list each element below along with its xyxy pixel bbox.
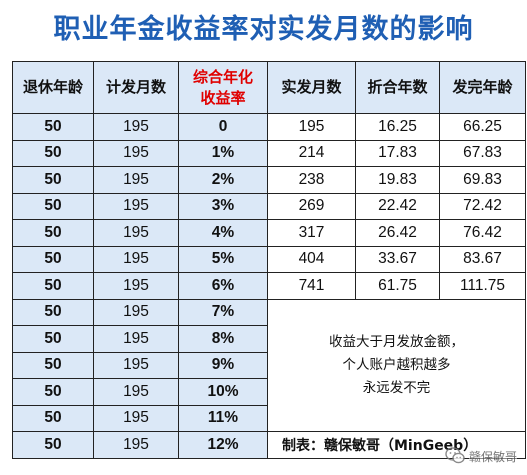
table-row: 50 195 4% 317 26.42 76.42 — [12, 219, 526, 247]
cell-actual-months: 269 — [267, 192, 356, 220]
table-row: 50 195 9% — [12, 351, 526, 379]
cell-retire-age: 50 — [12, 166, 94, 194]
cell-years: 16.25 — [355, 113, 440, 141]
cell-end-age: 83.67 — [439, 245, 526, 273]
table-row: 50 195 3% 269 22.42 72.42 — [12, 192, 526, 220]
cell-annual-return: 8% — [178, 325, 268, 353]
cell-retire-age: 50 — [12, 245, 94, 273]
table-row: 50 195 8% — [12, 325, 526, 353]
cell-pay-months: 195 — [93, 166, 179, 194]
cell-pay-months: 195 — [93, 245, 179, 273]
cell-end-age: 111.75 — [439, 272, 526, 300]
credit-cell: 制表：赣保敏哥（MinGeeb） — [267, 431, 526, 459]
cell-annual-return: 11% — [178, 404, 268, 432]
table-row: 50 195 10% — [12, 378, 526, 406]
cell-annual-return: 9% — [178, 351, 268, 379]
cell-actual-months: 404 — [267, 245, 356, 273]
table-row: 50 195 12% 制表：赣保敏哥（MinGeeb） — [12, 431, 526, 459]
cell-actual-months: 317 — [267, 219, 356, 247]
header-row: 退休年龄 计发月数 综合年化 收益率 实发月数 折合年数 发完年龄 — [12, 61, 526, 114]
cell-pay-months: 195 — [93, 378, 179, 406]
header-annual-return-line1: 综合年化 — [192, 67, 253, 86]
cell-annual-return: 5% — [178, 245, 268, 273]
cell-retire-age: 50 — [12, 272, 94, 300]
cell-pay-months: 195 — [93, 272, 179, 300]
cell-pay-months: 195 — [93, 431, 179, 459]
note-line-2: 个人账户越积越多 — [342, 356, 451, 373]
cell-end-age: 66.25 — [439, 113, 526, 141]
table-row: 50 195 6% 741 61.75 111.75 — [12, 272, 526, 300]
cell-pay-months: 195 — [93, 351, 179, 379]
cell-annual-return: 4% — [178, 219, 268, 247]
cell-pay-months: 195 — [93, 139, 179, 167]
header-years: 折合年数 — [355, 61, 440, 114]
cell-retire-age: 50 — [12, 139, 94, 167]
cell-retire-age: 50 — [12, 192, 94, 220]
cell-annual-return: 2% — [178, 166, 268, 194]
cell-retire-age: 50 — [12, 325, 94, 353]
cell-pay-months: 195 — [93, 113, 179, 141]
cell-annual-return: 0 — [178, 113, 268, 141]
cell-end-age: 69.83 — [439, 166, 526, 194]
cell-retire-age: 50 — [12, 298, 94, 326]
cell-pay-months: 195 — [93, 404, 179, 432]
table-row: 50 195 2% 238 19.83 69.83 — [12, 166, 526, 194]
cell-years: 22.42 — [355, 192, 440, 220]
table-body: 50 195 0 195 16.25 66.25 50 195 1% 214 17.83 67.83 5… — [12, 113, 526, 459]
cell-years: 33.67 — [355, 245, 440, 273]
cell-pay-months: 195 — [93, 192, 179, 220]
cell-years: 61.75 — [355, 272, 440, 300]
header-pay-months: 计发月数 — [93, 61, 179, 114]
cell-end-age: 76.42 — [439, 219, 526, 247]
cell-retire-age: 50 — [12, 351, 94, 379]
cell-end-age: 67.83 — [439, 139, 526, 167]
watermark: 赣保敏哥 — [445, 445, 517, 467]
cell-years: 26.42 — [355, 219, 440, 247]
cell-pay-months: 195 — [93, 219, 179, 247]
header-annual-return: 综合年化 收益率 — [178, 61, 268, 114]
cell-retire-age: 50 — [12, 113, 94, 141]
wechat-icon — [445, 447, 465, 464]
table-row: 50 195 7% 收益大于月发放金额， 个人账户越积越多 永远发不完 — [12, 298, 526, 432]
cell-years: 17.83 — [355, 139, 440, 167]
cell-pay-months: 195 — [93, 298, 179, 326]
table-row: 50 195 1% 214 17.83 67.83 — [12, 139, 526, 167]
cell-end-age: 72.42 — [439, 192, 526, 220]
cell-retire-age: 50 — [12, 378, 94, 406]
header-retire-age: 退休年龄 — [12, 61, 94, 114]
cell-annual-return: 12% — [178, 431, 268, 459]
cell-annual-return: 1% — [178, 139, 268, 167]
cell-actual-months: 741 — [267, 272, 356, 300]
cell-pay-months: 195 — [93, 325, 179, 353]
note-line-1: 收益大于月发放金额， — [329, 333, 464, 350]
cell-annual-return: 3% — [178, 192, 268, 220]
table-row: 50 195 11% — [12, 404, 526, 432]
cell-annual-return: 6% — [178, 272, 268, 300]
cell-actual-months: 214 — [267, 139, 356, 167]
cell-actual-months: 195 — [267, 113, 356, 141]
table-row: 50 195 0 195 16.25 66.25 — [12, 113, 526, 141]
cell-retire-age: 50 — [12, 431, 94, 459]
header-end-age: 发完年龄 — [439, 61, 526, 114]
cell-annual-return: 7% — [178, 298, 268, 326]
header-annual-return-line2: 收益率 — [200, 88, 246, 107]
page-title: 职业年金收益率对实发月数的影响 — [53, 14, 474, 45]
cell-retire-age: 50 — [12, 404, 94, 432]
table-row: 50 195 5% 404 33.67 83.67 — [12, 245, 526, 273]
watermark-text: 赣保敏哥 — [468, 447, 517, 465]
cell-annual-return: 10% — [178, 378, 268, 406]
note-line-3: 永远发不完 — [362, 379, 431, 396]
cell-years: 19.83 — [355, 166, 440, 194]
note-cell: 收益大于月发放金额， 个人账户越积越多 永远发不完 — [267, 298, 526, 432]
cell-actual-months: 238 — [267, 166, 356, 194]
data-table: 退休年龄 计发月数 综合年化 收益率 实发月数 折合年数 发完年龄 50 195 0… — [12, 61, 526, 459]
cell-retire-age: 50 — [12, 219, 94, 247]
header-actual-months: 实发月数 — [267, 61, 356, 114]
